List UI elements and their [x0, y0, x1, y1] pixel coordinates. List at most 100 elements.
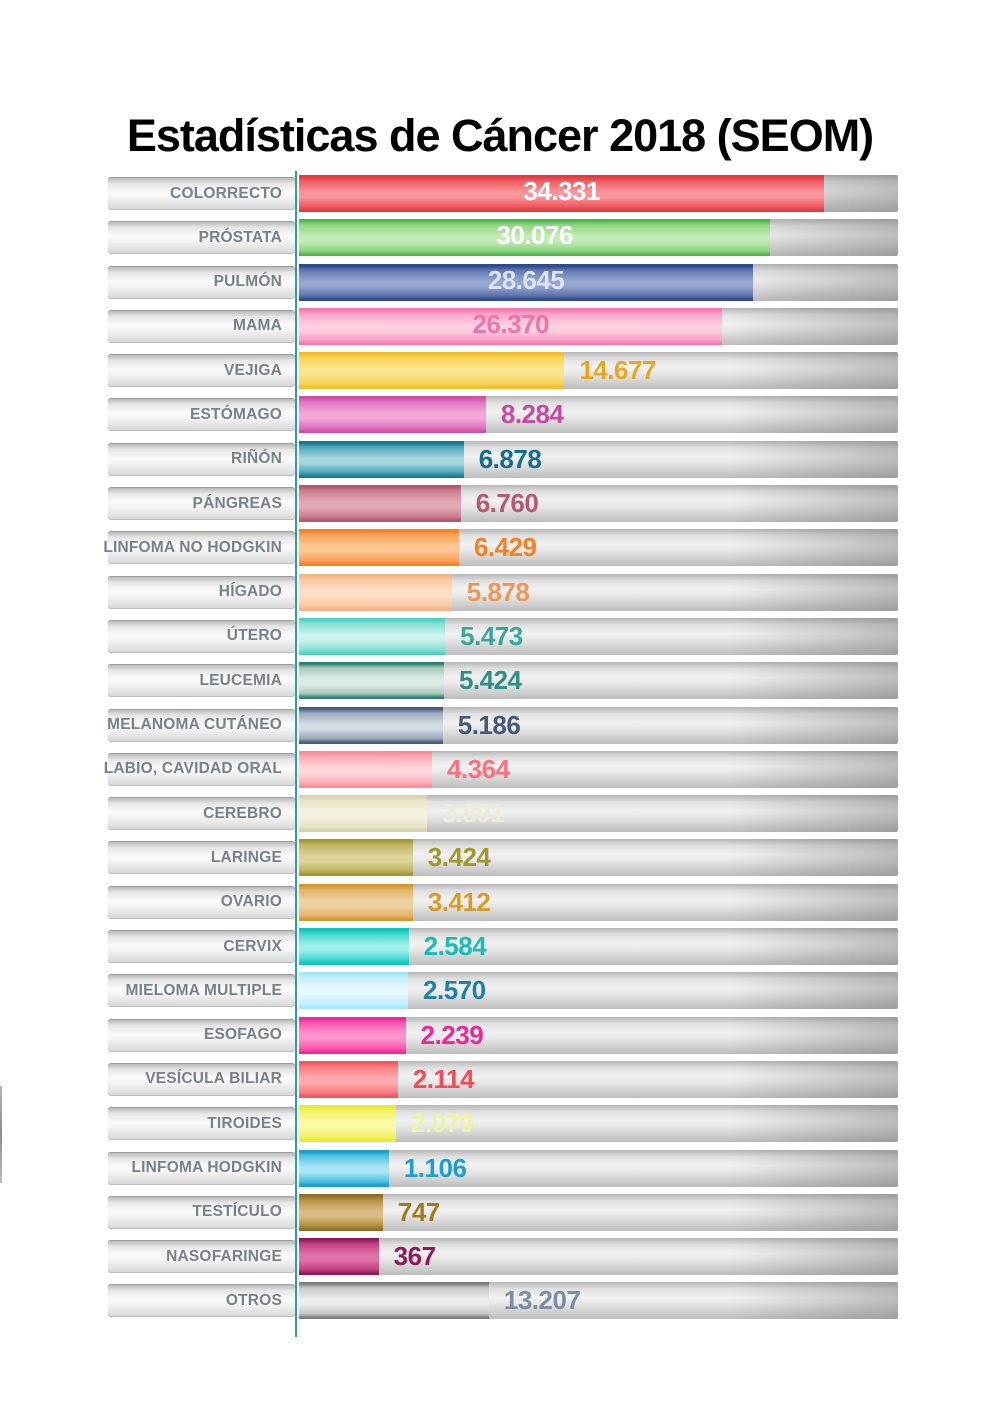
category-pill: PRÓSTATA	[108, 221, 295, 255]
bar-value: 4.364	[446, 753, 510, 784]
bar	[299, 352, 565, 390]
bar-value: 26.370	[472, 308, 549, 339]
chart-row: HÍGADO 5.878	[108, 573, 898, 611]
bar: 30.076	[299, 219, 771, 257]
category-label: ÚTERO	[226, 627, 282, 645]
bar: 34.331	[299, 175, 825, 212]
bar	[299, 529, 459, 567]
category-label: TESTÍCULO	[192, 1203, 282, 1221]
bar-value: 34.331	[523, 176, 600, 206]
bar-value: 5.186	[457, 709, 521, 740]
bar-track: 34.331	[299, 175, 898, 212]
bar	[299, 795, 427, 833]
chart-row: LINFOMA HODGKIN 1.106	[108, 1149, 898, 1187]
category-pill: PULMÓN	[108, 265, 295, 299]
bar-track: 2.570	[299, 972, 898, 1010]
bar	[299, 573, 452, 611]
category-label: MELANOMA CUTÁNEO	[107, 716, 282, 734]
category-label: LEUCEMIA	[199, 671, 282, 689]
category-label: PÁNGREAS	[192, 494, 282, 512]
category-pill: MAMA	[108, 309, 295, 343]
bar-value: 5.424	[458, 665, 522, 696]
bar-track: 14.677	[299, 352, 898, 390]
bar	[299, 485, 461, 523]
category-label: COLORRECTO	[170, 184, 282, 202]
bar	[299, 1060, 398, 1098]
chart-row: TESTÍCULO 747	[108, 1193, 898, 1231]
chart-row: CEREBRO 3.891	[108, 795, 898, 833]
bar-track: 5.473	[299, 617, 898, 655]
bar	[299, 1238, 379, 1276]
category-label: PULMÓN	[213, 273, 282, 291]
category-pill: NASOFARINGE	[108, 1240, 295, 1274]
category-pill: OVARIO	[108, 885, 295, 919]
bar-value: 2.114	[412, 1063, 475, 1094]
bar-track: 26.370	[299, 307, 898, 345]
bar	[299, 928, 409, 966]
bar-value: 3.891	[441, 798, 505, 829]
category-label: MIELOMA MULTIPLE	[125, 981, 282, 999]
bar	[299, 1282, 489, 1320]
category-label: LARINGE	[210, 848, 282, 866]
bar	[299, 1149, 389, 1187]
category-label: NASOFARINGE	[166, 1247, 282, 1265]
chart-row: VESÍCULA BILIAR 2.114	[108, 1060, 898, 1098]
bar-value: 8.284	[500, 399, 564, 430]
category-pill: TIROIDES	[108, 1107, 295, 1141]
bar-value: 6.760	[475, 488, 539, 519]
category-pill: VEJIGA	[108, 354, 295, 388]
category-label: CERVIX	[223, 937, 282, 955]
bar-value: 6.429	[473, 532, 537, 563]
bar-value: 13.207	[503, 1285, 581, 1316]
bar	[299, 617, 446, 655]
category-label: PRÓSTATA	[198, 228, 282, 246]
chart-row: ESOFAGO 2.239	[108, 1016, 898, 1054]
bar-track: 367	[299, 1238, 898, 1276]
category-pill: COLORRECTO	[108, 177, 295, 210]
category-pill: TESTÍCULO	[108, 1195, 295, 1229]
category-label: RIÑÓN	[231, 450, 282, 468]
category-pill: OTROS	[108, 1284, 295, 1318]
category-pill: LEUCEMIA	[108, 664, 295, 698]
chart-row: OTROS 13.207	[108, 1282, 898, 1320]
bar	[299, 706, 443, 744]
bar-value: 14.677	[579, 355, 656, 386]
bar-track: 3.412	[299, 883, 898, 921]
chart-row: VEJIGA 14.677	[108, 352, 898, 390]
chart-row: MIELOMA MULTIPLE 2.570	[108, 972, 898, 1010]
bar-track: 2.114	[299, 1060, 898, 1098]
category-pill: CEREBRO	[108, 797, 295, 831]
chart-row: COLORRECTO 34.331	[108, 175, 898, 212]
bar-track: 3.424	[299, 839, 898, 877]
category-pill: LARINGE	[108, 841, 295, 875]
category-pill: RIÑÓN	[108, 442, 295, 476]
bar-track: 5.878	[299, 573, 898, 611]
category-label: LINFOMA HODGKIN	[131, 1159, 282, 1177]
bar-track: 747	[299, 1193, 898, 1231]
left-edge-artifact	[0, 1086, 2, 1183]
bar-value: 747	[397, 1196, 440, 1227]
bar	[299, 662, 444, 700]
category-label: HÍGADO	[218, 583, 282, 601]
bar-value: 3.412	[427, 886, 491, 917]
bar	[299, 750, 432, 788]
category-pill: HÍGADO	[108, 575, 295, 609]
category-pill: ESTÓMAGO	[108, 398, 295, 432]
bar-value: 30.076	[496, 220, 573, 251]
chart-row: ÚTERO 5.473	[108, 617, 898, 655]
bar-value: 2.079	[411, 1108, 474, 1139]
bar-track: 28.645	[299, 263, 898, 301]
bar-value: 6.878	[478, 443, 542, 474]
bar: 28.645	[299, 263, 754, 301]
bar-value: 2.570	[423, 975, 486, 1006]
chart-row: NASOFARINGE 367	[108, 1238, 898, 1276]
bar-track: 8.284	[299, 396, 898, 434]
chart-rows: COLORRECTO 34.331 PRÓSTATA 30.076 PULMÓN…	[103, 175, 898, 1327]
bar-track: 6.878	[299, 440, 898, 478]
bar	[299, 1105, 397, 1143]
category-label: MAMA	[232, 317, 282, 335]
category-pill: PÁNGREAS	[108, 487, 295, 521]
chart-row: ESTÓMAGO 8.284	[108, 396, 898, 434]
bar-track: 4.364	[299, 750, 898, 788]
category-pill: ESOFAGO	[108, 1018, 295, 1052]
